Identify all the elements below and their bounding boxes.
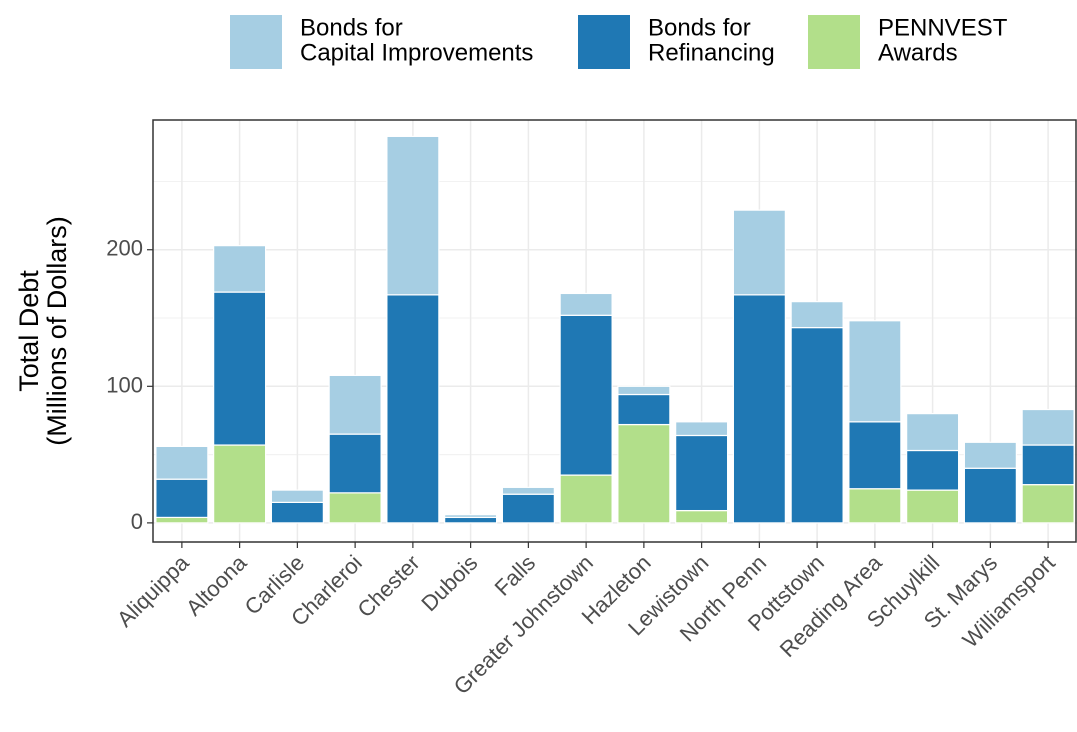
bar-segment [675,421,729,437]
bar-segment [213,444,267,524]
bar-segment [790,301,844,329]
bar-segment [1021,408,1075,446]
legend-swatch [230,15,282,69]
bar-segment [790,326,844,524]
bar-segment [906,489,960,524]
bar-segment [213,245,267,293]
bar-segment [501,486,555,495]
x-tick-label: Falls [489,550,540,601]
legend-label: Bonds for Capital Improvements [300,15,533,67]
bar-segment [906,449,960,491]
x-tick-label: Aliquippa [112,549,194,631]
bar-segment [1021,484,1075,524]
bar-segment [559,292,613,316]
y-tick-label: 0 [131,509,143,534]
x-tick-label: Dubois [416,550,482,616]
bar-segment [270,501,324,524]
bar-segment [501,493,555,524]
bar-segment [617,393,671,426]
bar-segment [963,441,1017,469]
y-tick-label: 200 [106,236,143,261]
bar-segment [617,423,671,524]
bar-segment [559,474,613,524]
bar-segment [1021,444,1075,486]
bar-segment [155,445,209,480]
bar-segment [213,291,267,446]
x-tick-label: Altoona [181,549,252,620]
bar-segment [906,413,960,452]
legend-swatch [578,15,630,69]
bar-segment [963,467,1017,524]
legend-swatch [808,15,860,69]
bar-segment [328,433,382,494]
bar-segment [270,489,324,503]
bar-segment [386,294,440,524]
bar-segment [848,421,902,490]
bar-segment [444,514,498,519]
bar-segment [328,374,382,435]
bar-segment [848,320,902,423]
plot-border [152,119,1077,543]
bar-segment [675,509,729,524]
legend-label: Bonds for Refinancing [648,15,775,67]
bar-segment [848,488,902,524]
legend-label: PENNVEST Awards [878,15,1008,67]
bar-segment [444,516,498,524]
y-tick-label: 100 [106,372,143,397]
bar-segment [386,135,440,296]
bar-segment [617,385,671,396]
bar-segment [155,478,209,519]
bar-segment [732,294,786,524]
bar-segment [675,434,729,512]
x-tick-label: Chester [352,550,424,622]
bar-segment [732,209,786,296]
bar-segment [328,492,382,524]
y-axis-title: Total Debt(Millions of Dollars) [14,216,72,446]
bar-segment [155,516,209,524]
bar-segment [559,314,613,476]
